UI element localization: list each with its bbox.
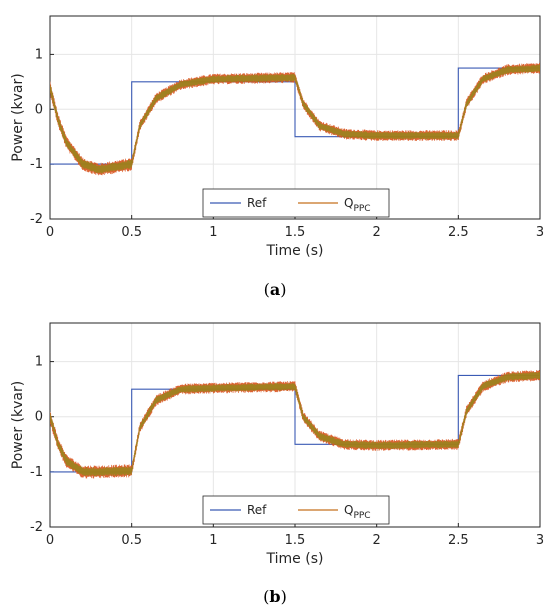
plot-area xyxy=(50,370,540,479)
x-tick-label: 0.5 xyxy=(121,533,142,548)
x-tick-label: 2 xyxy=(373,225,381,240)
plot-area xyxy=(50,63,540,176)
chart-panel-b: 0 0.5 1 1.5 2 2.5 3 1 0 -1 -2 Time (s) Power (kvar) R… xyxy=(10,322,544,567)
y-tick-label: -1 xyxy=(30,465,43,480)
x-tick-label: 1.5 xyxy=(285,533,306,548)
y-axis-label: Power (kvar) xyxy=(10,73,26,161)
legend: Ref QPPC xyxy=(202,188,390,218)
x-tick-label: 1 xyxy=(209,225,217,240)
x-tick-label: 1 xyxy=(209,533,217,548)
y-tick-label: 0 xyxy=(35,410,43,425)
x-axis-label: Time (s) xyxy=(266,551,324,567)
legend-label-ppc-subscript: PPC xyxy=(353,204,370,214)
x-tick-label: 3 xyxy=(536,533,544,548)
y-tick-label: -2 xyxy=(30,520,43,535)
x-tick-label: 2.5 xyxy=(448,533,469,548)
caption-b: (b) xyxy=(263,587,287,606)
y-tick-label: 0 xyxy=(35,102,43,117)
y-tick-label: 1 xyxy=(35,355,43,370)
y-tick-label: 1 xyxy=(35,47,43,62)
y-axis-label: Power (kvar) xyxy=(10,381,26,469)
x-tick-label: 3 xyxy=(536,225,544,240)
x-tick-label: 2.5 xyxy=(448,225,469,240)
x-tick-label: 2 xyxy=(373,533,381,548)
series-qppc-line-overlay xyxy=(50,64,540,174)
legend-label-q: Q xyxy=(344,196,353,210)
legend-label-q: Q xyxy=(344,503,353,517)
legend-label-qppc: QPPC xyxy=(344,503,371,521)
legend-label-ref: Ref xyxy=(247,196,267,210)
chart-panel-a: 0 0.5 1 1.5 2 2.5 3 1 0 -1 -2 Time (s) Power (kvar) R… xyxy=(10,15,544,259)
x-tick-label: 0 xyxy=(46,225,54,240)
series-qppc-line-overlay xyxy=(50,371,540,477)
y-tick-label: -1 xyxy=(30,157,43,172)
x-tick-label: 0.5 xyxy=(121,225,142,240)
y-tick-label: -2 xyxy=(30,212,43,227)
series-ref-line xyxy=(50,374,540,473)
legend: Ref QPPC xyxy=(202,495,390,525)
caption-b-letter: b xyxy=(269,587,281,606)
series-ref-line xyxy=(50,67,540,165)
caption-a: (a) xyxy=(263,280,287,299)
legend-label-qppc: QPPC xyxy=(344,196,371,214)
x-tick-label: 1.5 xyxy=(285,225,306,240)
x-axis-label: Time (s) xyxy=(266,243,324,259)
legend-label-ref: Ref xyxy=(247,503,267,517)
caption-a-letter: a xyxy=(269,280,281,299)
legend-label-ppc-subscript: PPC xyxy=(353,511,370,521)
x-tick-label: 0 xyxy=(46,533,54,548)
